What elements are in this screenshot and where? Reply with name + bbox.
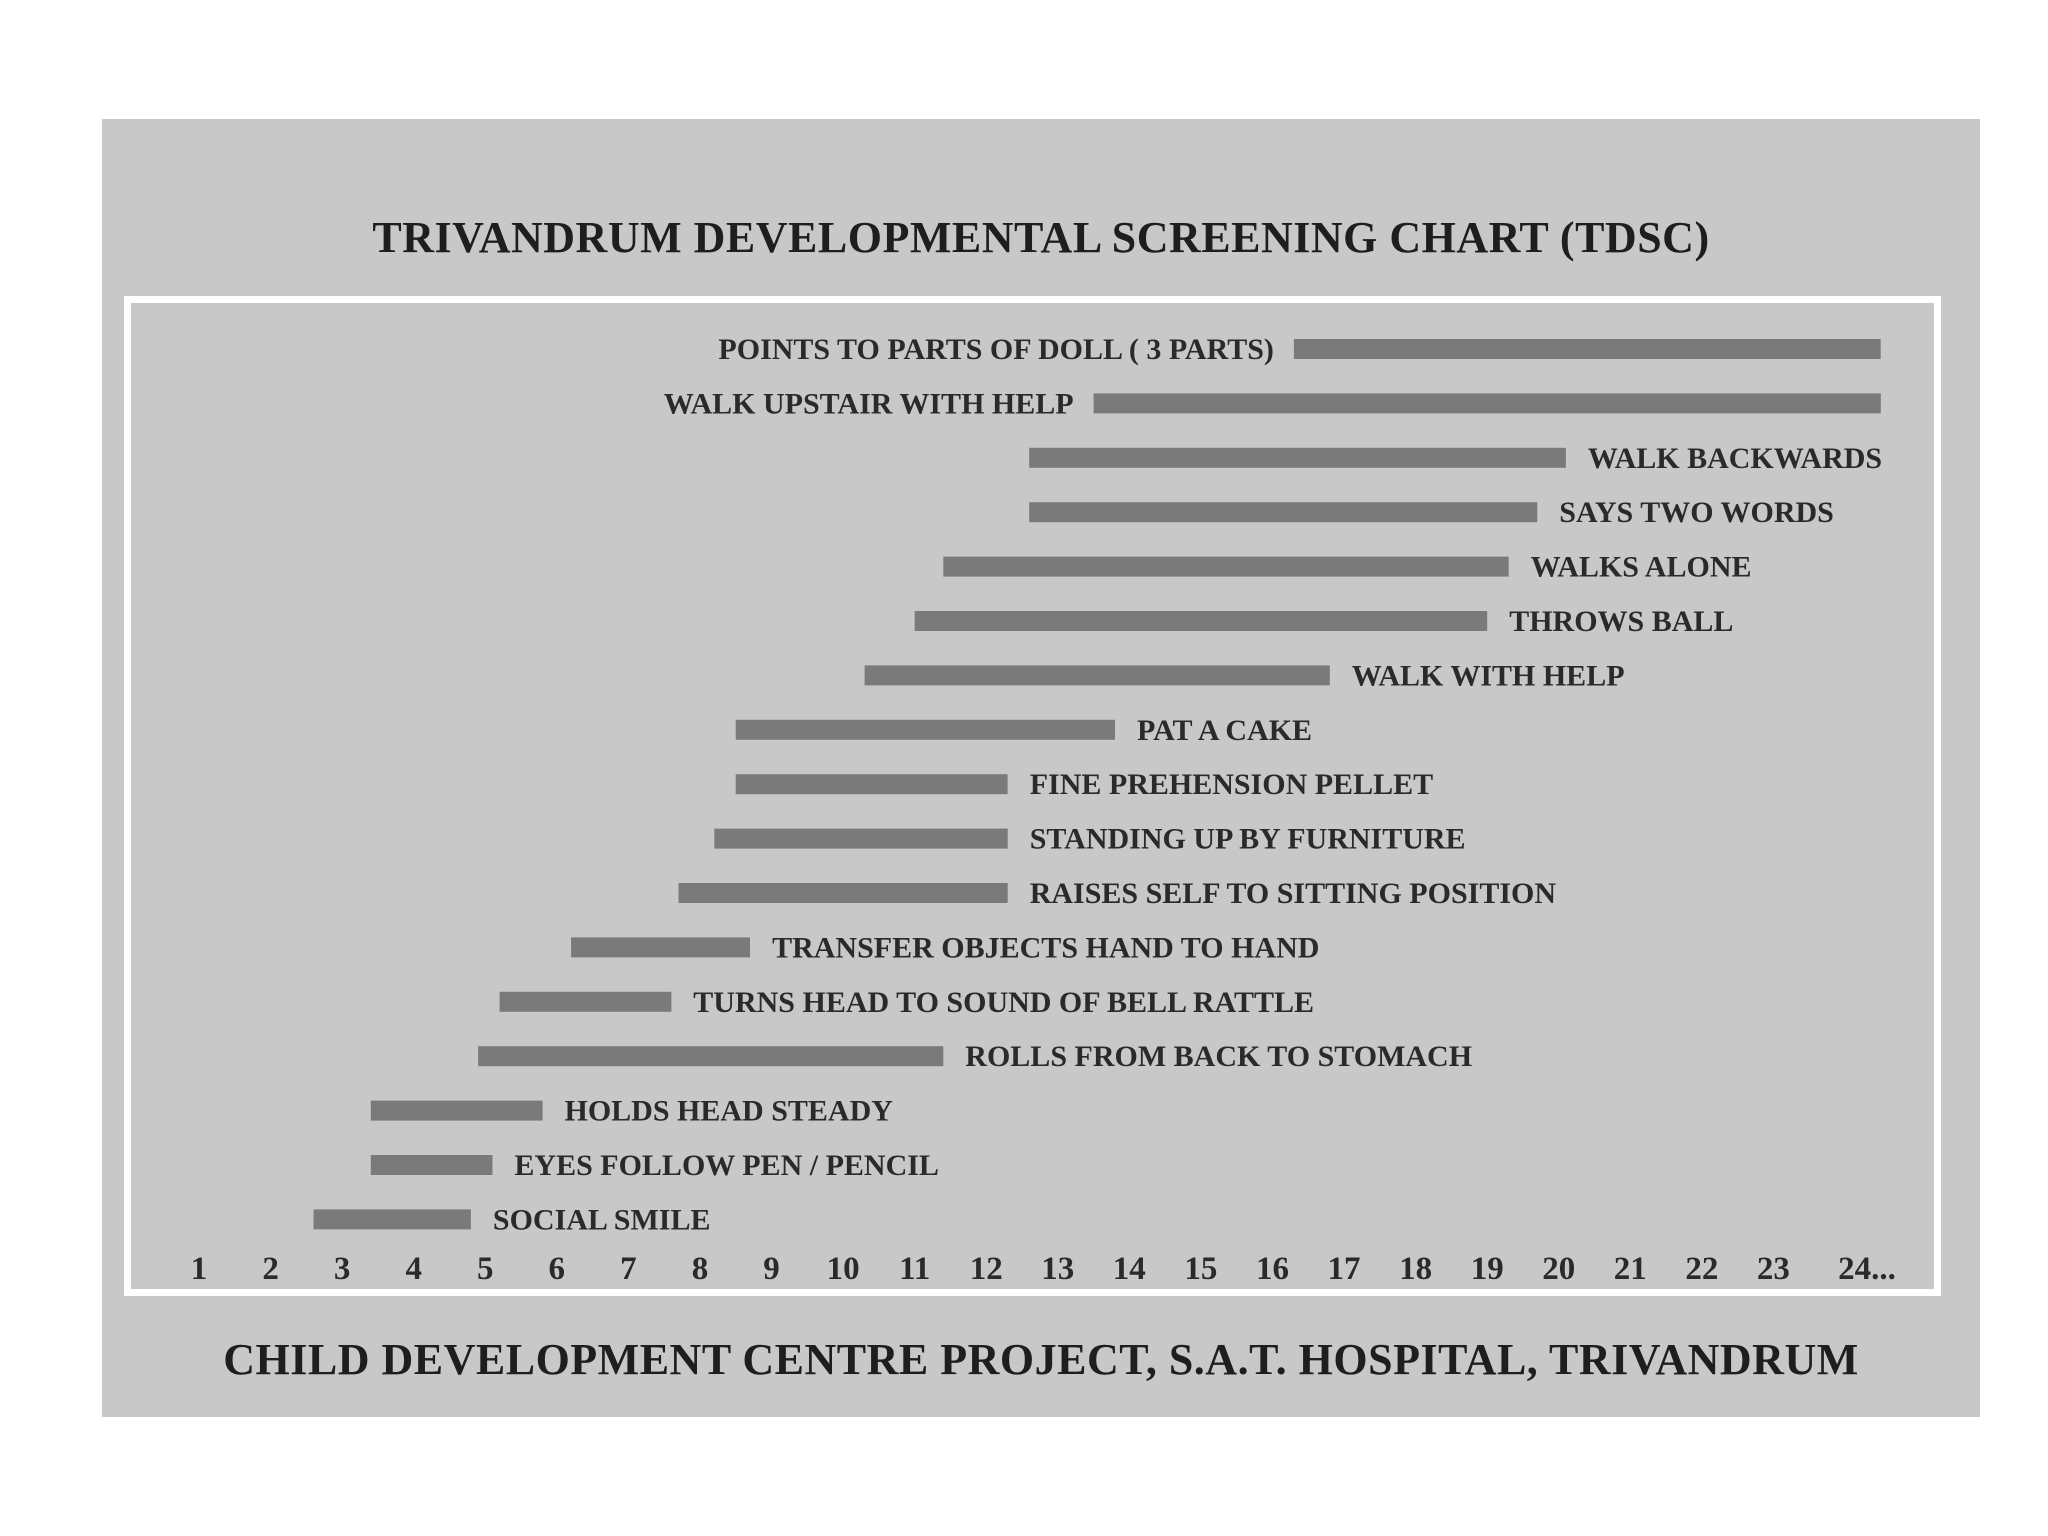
x-tick-label: 11 [899, 1251, 930, 1287]
chart-svg: POINTS TO PARTS OF DOLL ( 3 PARTS) WALK U… [191, 333, 1896, 1287]
x-tick-label: 2 [262, 1251, 279, 1287]
bar [864, 665, 1330, 686]
bar [735, 774, 1008, 795]
bar [678, 883, 1008, 903]
bar-label: TRANSFER OBJECTS HAND TO HAND [772, 931, 1319, 964]
footer-text: CHILD DEVELOPMENT CENTRE PROJECT, S.A.T.… [223, 1335, 1859, 1384]
bar-label: THROWS BALL [1509, 605, 1733, 638]
bar [1029, 447, 1566, 468]
chart-card: TRIVANDRUM DEVELOPMENTAL SCREENING CHART… [102, 119, 1980, 1417]
bar [914, 611, 1488, 631]
x-tick-label: 18 [1399, 1251, 1432, 1287]
bar-group: POINTS TO PARTS OF DOLL ( 3 PARTS) [718, 333, 1881, 366]
bar-label: ROLLS FROM BACK TO STOMACH [965, 1040, 1472, 1073]
x-tick-label: 12 [970, 1251, 1003, 1287]
bar-group: SOCIAL SMILE [313, 1203, 711, 1236]
x-tick-label: 8 [692, 1251, 709, 1287]
bar-label: PAT A CAKE [1137, 714, 1312, 747]
x-tick-label: 15 [1184, 1251, 1217, 1287]
bar [313, 1209, 471, 1230]
bar [1029, 502, 1538, 523]
bar-label: EYES FOLLOW PEN / PENCIL [514, 1149, 939, 1182]
bar-group: PAT A CAKE [735, 714, 1312, 747]
bar [370, 1155, 493, 1175]
bar-label: SAYS TWO WORDS [1559, 496, 1834, 529]
bar [499, 991, 672, 1012]
bar [571, 937, 750, 958]
plot-frame: POINTS TO PARTS OF DOLL ( 3 PARTS) WALK U… [124, 296, 1941, 1296]
x-tick-label: 13 [1041, 1251, 1074, 1287]
bar [714, 828, 1008, 849]
x-tick-label: 21 [1614, 1251, 1647, 1287]
bar [370, 1100, 543, 1121]
bar-label: FINE PREHENSION PELLET [1030, 768, 1433, 801]
x-tick-label: 1 [191, 1251, 208, 1287]
bar-group: STANDING UP BY FURNITURE [714, 823, 1466, 856]
bar-label: WALK UPSTAIR WITH HELP [664, 387, 1074, 420]
bar-group: ROLLS FROM BACK TO STOMACH [478, 1040, 1472, 1073]
bar [735, 719, 1115, 740]
bar-label: WALKS ALONE [1531, 551, 1752, 584]
x-tick-label: 16 [1256, 1251, 1289, 1287]
x-tick-label: 4 [405, 1251, 422, 1287]
x-tick-label: 24... [1838, 1251, 1896, 1287]
x-tick-label: 10 [827, 1251, 860, 1287]
bar-group: THROWS BALL [914, 605, 1733, 638]
x-tick-label: 20 [1542, 1251, 1575, 1287]
bar [1293, 339, 1881, 359]
bar-group: SAYS TWO WORDS [1029, 496, 1834, 529]
x-tick-label: 9 [763, 1251, 780, 1287]
bar-label: WALK WITH HELP [1352, 659, 1625, 692]
x-tick-label: 14 [1113, 1251, 1146, 1287]
x-tick-label: 5 [477, 1251, 494, 1287]
x-tick-label: 17 [1328, 1251, 1361, 1287]
bar-label: SOCIAL SMILE [493, 1203, 711, 1236]
bar-label: WALK BACKWARDS [1588, 442, 1882, 475]
bar [1093, 393, 1881, 414]
x-tick-label: 23 [1757, 1251, 1790, 1287]
bar-label: STANDING UP BY FURNITURE [1030, 823, 1466, 856]
bar-label: POINTS TO PARTS OF DOLL ( 3 PARTS) [718, 333, 1273, 366]
bar-group: TURNS HEAD TO SOUND OF BELL RATTLE [499, 986, 1314, 1019]
bar [478, 1046, 944, 1067]
bar-group: EYES FOLLOW PEN / PENCIL [370, 1149, 939, 1182]
bar-group: WALK WITH HELP [864, 659, 1625, 692]
x-tick-label: 22 [1685, 1251, 1718, 1287]
x-tick-label: 6 [549, 1251, 566, 1287]
bar-label: HOLDS HEAD STEADY [565, 1095, 894, 1128]
x-tick-label: 19 [1471, 1251, 1504, 1287]
bar-group: WALK BACKWARDS [1029, 442, 1882, 475]
bar-label: TURNS HEAD TO SOUND OF BELL RATTLE [693, 986, 1314, 1019]
bar [943, 556, 1509, 577]
bar-group: RAISES SELF TO SITTING POSITION [678, 877, 1557, 910]
x-tick-label: 7 [620, 1251, 637, 1287]
chart-title: TRIVANDRUM DEVELOPMENTAL SCREENING CHART… [372, 213, 1710, 262]
bar-group: HOLDS HEAD STEADY [370, 1095, 894, 1128]
bar-group: TRANSFER OBJECTS HAND TO HAND [571, 931, 1319, 964]
bar-group: WALK UPSTAIR WITH HELP [664, 387, 1881, 420]
bar-group: FINE PREHENSION PELLET [735, 768, 1433, 801]
bar-label: RAISES SELF TO SITTING POSITION [1030, 877, 1557, 910]
bar-group: WALKS ALONE [943, 551, 1752, 584]
x-tick-label: 3 [334, 1251, 351, 1287]
